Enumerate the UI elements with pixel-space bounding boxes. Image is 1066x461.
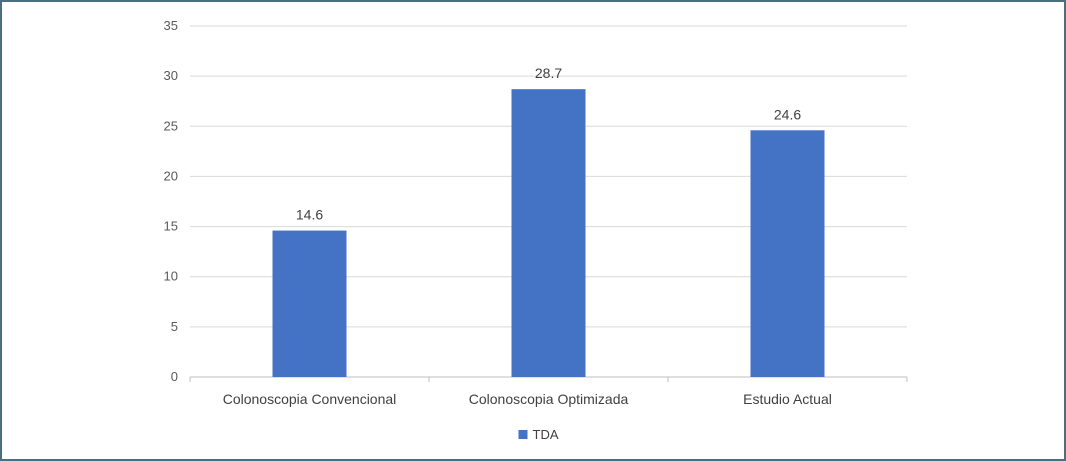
category-label-1: Colonoscopia Convencional: [223, 391, 397, 407]
category-label-3: Estudio Actual: [743, 391, 832, 407]
y-tick-label-5: 5: [171, 319, 178, 334]
y-tick-label-0: 0: [171, 369, 178, 384]
y-tick-label-25: 25: [164, 118, 178, 133]
legend-swatch-tda: [518, 430, 528, 439]
legend-label-tda: TDA: [533, 427, 559, 442]
data-label-1: 14.6: [296, 207, 323, 223]
y-tick-label-20: 20: [164, 168, 178, 183]
bar-1: [272, 230, 347, 377]
category-label-2: Colonoscopia Optimizada: [469, 391, 629, 407]
y-tick-label-30: 30: [164, 68, 178, 83]
data-label-2: 28.7: [535, 65, 562, 81]
data-label-3: 24.6: [774, 106, 801, 122]
y-tick-label-15: 15: [164, 219, 178, 234]
y-tick-label-35: 35: [164, 18, 178, 33]
y-tick-label-10: 10: [164, 269, 178, 284]
bar-3: [750, 130, 825, 377]
bar-2: [511, 89, 586, 378]
